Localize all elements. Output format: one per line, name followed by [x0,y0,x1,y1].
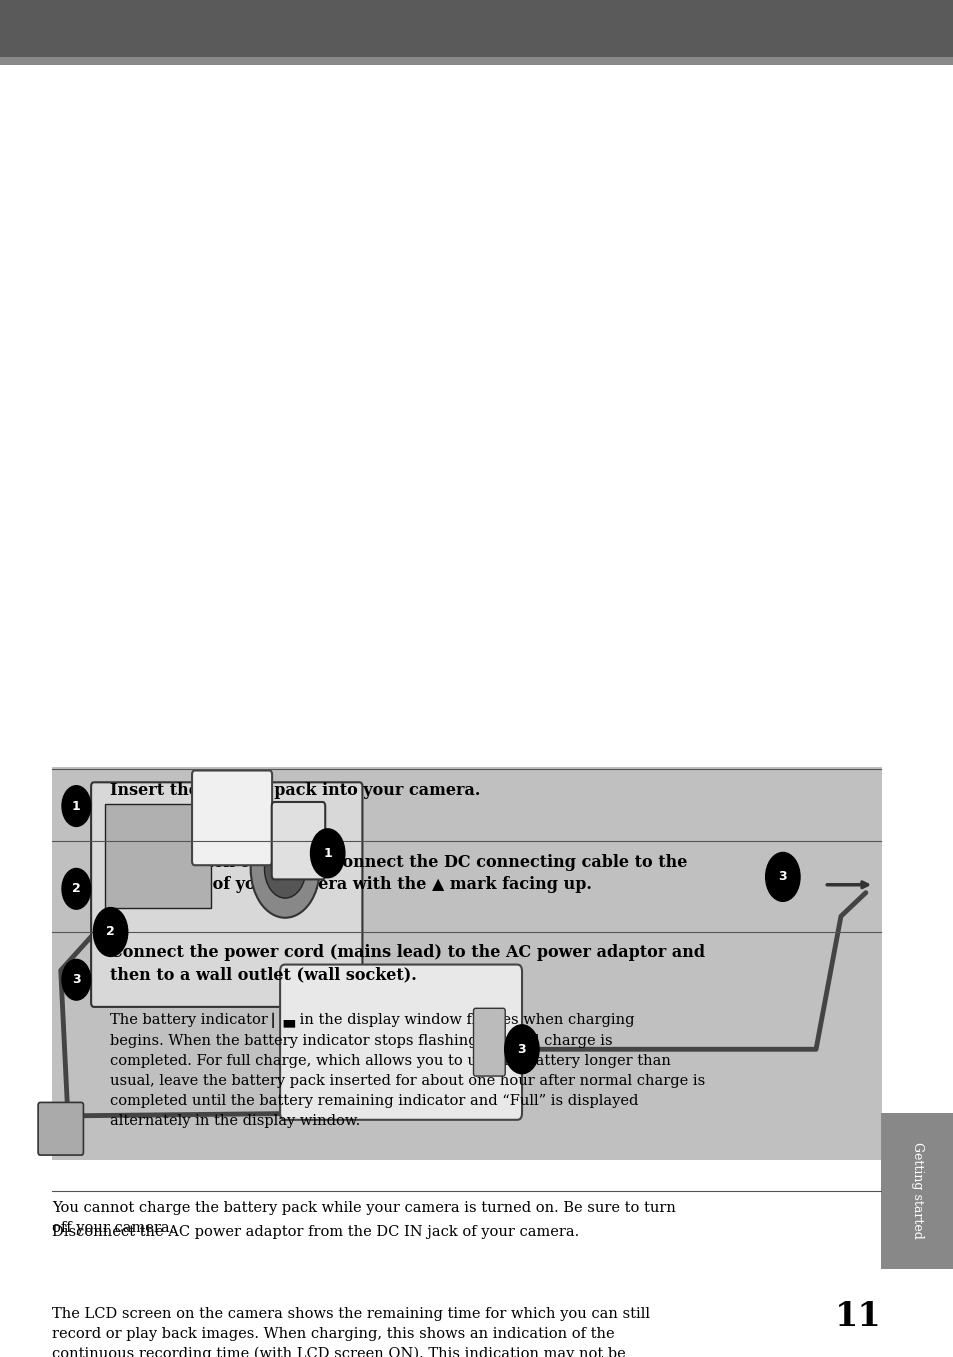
Bar [0,0,953,57]
Circle shape [765,852,800,901]
Circle shape [310,829,344,878]
Circle shape [504,1025,538,1073]
Bar [105,803,211,908]
FancyBboxPatch shape [473,1008,505,1076]
FancyBboxPatch shape [192,771,272,866]
Text: Connect the power cord (mains lead) to the AC power adaptor and
then to a wall o: Connect the power cord (mains lead) to t… [110,944,704,984]
Text: 3: 3 [71,973,81,987]
Circle shape [251,820,319,917]
Bar [0,57,953,65]
Bar [881,1113,953,1269]
Text: Insert the battery pack into your camera.: Insert the battery pack into your camera… [110,782,479,799]
Circle shape [264,839,306,898]
Text: 3: 3 [517,1042,526,1056]
Bar [52,767,882,1160]
Text: 1: 1 [323,847,332,860]
Text: The LCD screen on the camera shows the remaining time for which you can still
re: The LCD screen on the camera shows the r… [52,1307,685,1357]
Text: You cannot charge the battery pack while your camera is turned on. Be sure to tu: You cannot charge the battery pack while… [52,1201,676,1235]
FancyBboxPatch shape [272,802,325,879]
Circle shape [62,959,91,1000]
Circle shape [62,868,91,909]
Text: 11: 11 [834,1300,881,1333]
Text: Getting started: Getting started [910,1143,923,1239]
Text: 2: 2 [106,925,114,939]
Text: Open the jack cover and connect the DC connecting cable to the
DC IN jack of you: Open the jack cover and connect the DC c… [110,854,686,893]
Circle shape [93,908,128,957]
Circle shape [62,786,91,826]
FancyBboxPatch shape [91,782,362,1007]
Text: 3: 3 [778,870,786,883]
Text: 2: 2 [71,882,81,896]
FancyBboxPatch shape [38,1102,83,1155]
Text: 1: 1 [71,799,81,813]
Text: The battery indicator ▏▄ in the display window flashes when charging
begins. Whe: The battery indicator ▏▄ in the display … [110,1012,704,1128]
FancyBboxPatch shape [280,965,521,1120]
Text: Disconnect the AC power adaptor from the DC IN jack of your camera.: Disconnect the AC power adaptor from the… [52,1225,579,1239]
